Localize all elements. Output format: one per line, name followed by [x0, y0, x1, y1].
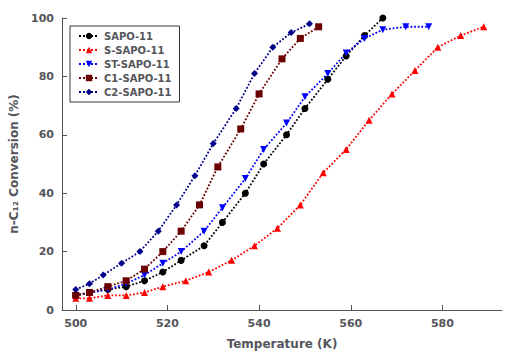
svg-text:SAPO-11: SAPO-11 [104, 31, 153, 42]
svg-text:80: 80 [39, 70, 55, 83]
svg-text:n-C₁₂ Conversion (%): n-C₁₂ Conversion (%) [7, 94, 21, 234]
svg-text:40: 40 [39, 187, 55, 200]
svg-text:20: 20 [39, 245, 55, 258]
svg-text:540: 540 [248, 317, 271, 330]
svg-text:560: 560 [339, 317, 362, 330]
svg-text:100: 100 [31, 12, 54, 25]
svg-text:500: 500 [64, 317, 87, 330]
svg-text:580: 580 [431, 317, 454, 330]
svg-text:S-SAPO-11: S-SAPO-11 [104, 45, 164, 56]
svg-text:ST-SAPO-11: ST-SAPO-11 [104, 59, 170, 70]
svg-text:60: 60 [39, 128, 55, 141]
svg-text:Temperature (K): Temperature (K) [227, 337, 338, 351]
svg-text:C2-SAPO-11: C2-SAPO-11 [104, 87, 172, 98]
svg-text:0: 0 [46, 304, 54, 317]
svg-text:C1-SAPO-11: C1-SAPO-11 [104, 73, 172, 84]
svg-text:520: 520 [156, 317, 179, 330]
